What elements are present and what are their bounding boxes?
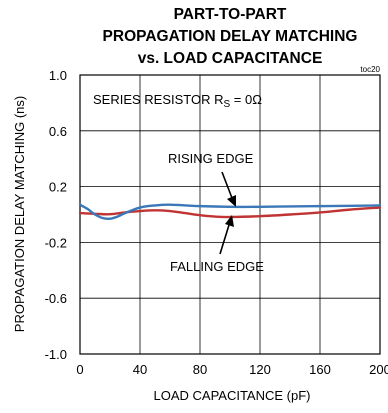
x-tick-labels: 0 40 80 120 160 200 <box>76 362 388 377</box>
series-line-falling-edge <box>78 206 382 219</box>
series-layer <box>78 203 382 220</box>
chart-title-line-3: vs. LOAD CAPACITANCE <box>137 50 323 67</box>
x-tick-label-2: 80 <box>193 362 207 377</box>
rising-edge-arrowhead <box>227 195 236 207</box>
x-tick-label-4: 160 <box>309 362 331 377</box>
y-tick-label-4: -0.6 <box>45 291 67 306</box>
y-tick-label-1: 0.6 <box>49 124 67 139</box>
figure-id-label: toc20 <box>360 65 380 74</box>
y-tick-labels: 1.0 0.6 0.2 -0.2 -0.6 -1.0 <box>45 68 67 362</box>
series-line-rising-edge <box>78 203 382 220</box>
x-tick-label-3: 120 <box>249 362 271 377</box>
x-tick-label-1: 40 <box>133 362 147 377</box>
falling-edge-arrow <box>219 224 230 255</box>
grid-layer <box>79 74 381 355</box>
y-tick-label-5: -1.0 <box>45 347 67 362</box>
y-tick-label-2: 0.2 <box>49 180 67 195</box>
x-axis-label: LOAD CAPACITANCE (pF) <box>154 388 311 403</box>
chart-title-line-2: PROPAGATION DELAY MATCHING <box>102 28 358 45</box>
y-tick-label-3: -0.2 <box>45 235 67 250</box>
rising-edge-arrow <box>221 171 233 199</box>
condition-subscript: S <box>224 99 231 110</box>
plot-frame <box>79 74 381 355</box>
y-axis-label: PROPAGATION DELAY MATCHING (ns) <box>12 96 27 332</box>
condition-prefix: SERIES RESISTOR R <box>93 92 224 107</box>
chart-title-line-1: PART-TO-PART <box>173 6 287 23</box>
rising-edge-label: RISING EDGE <box>168 151 254 166</box>
condition-annotation: SERIES RESISTOR RS = 0Ω <box>93 92 262 110</box>
condition-suffix: = 0Ω <box>230 92 262 107</box>
y-tick-label-0: 1.0 <box>49 68 67 83</box>
falling-edge-label: FALLING EDGE <box>170 259 264 274</box>
falling-edge-arrowhead <box>225 215 234 227</box>
x-tick-label-5: 200 <box>369 362 388 377</box>
x-tick-label-0: 0 <box>76 362 83 377</box>
